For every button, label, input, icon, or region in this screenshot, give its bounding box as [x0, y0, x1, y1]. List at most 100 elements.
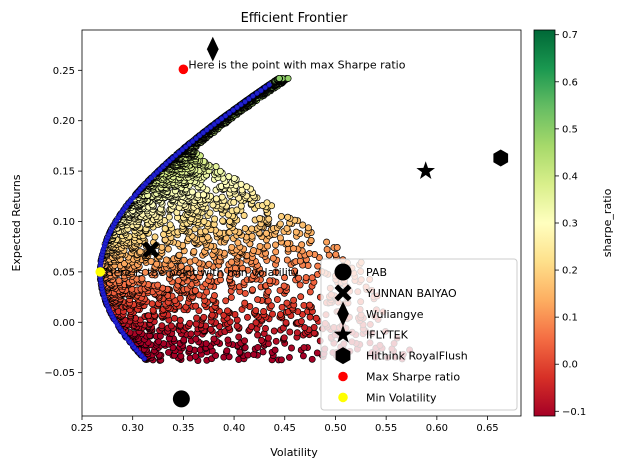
portfolio-point: [308, 355, 316, 363]
portfolio-point: [301, 324, 309, 332]
colorbar-tick-label: 0.6: [562, 77, 578, 88]
portfolio-point: [166, 221, 174, 229]
portfolio-point: [202, 340, 210, 348]
portfolio-point: [216, 271, 224, 279]
portfolio-point: [180, 256, 188, 264]
portfolio-point: [211, 292, 218, 300]
portfolio-point: [233, 322, 241, 330]
portfolio-point: [164, 245, 172, 253]
frontier-point: [226, 110, 232, 116]
portfolio-point: [276, 234, 284, 242]
portfolio-point: [191, 256, 199, 264]
portfolio-point: [145, 312, 152, 320]
portfolio-point: [165, 213, 173, 221]
portfolio-point: [203, 288, 211, 296]
portfolio-point: [235, 333, 243, 341]
x-axis-label: Volatility: [270, 446, 318, 459]
colorbar-tick-label: 0.3: [562, 219, 578, 230]
colorbar-ticks: −0.1 0.0 0.1 0.2 0.3 0.4 0.5 0.6 0.7: [555, 30, 586, 418]
portfolio-point: [241, 225, 249, 233]
portfolio-point: [262, 229, 270, 237]
legend-label: Hithink RoyalFlush: [366, 350, 468, 363]
portfolio-point: [195, 307, 203, 315]
portfolio-point: [188, 188, 196, 196]
x-tick-label: 0.55: [375, 423, 397, 434]
frontier-point: [242, 99, 248, 105]
portfolio-point: [252, 319, 260, 327]
x-tick-label: 0.45: [274, 423, 296, 434]
portfolio-point: [233, 206, 241, 214]
portfolio-point: [212, 195, 220, 203]
portfolio-point: [193, 314, 201, 322]
portfolio-point: [306, 313, 314, 321]
portfolio-point: [151, 233, 159, 241]
portfolio-point: [270, 327, 278, 335]
portfolio-point: [284, 74, 292, 82]
frontier-point: [262, 84, 268, 91]
portfolio-point: [278, 356, 285, 364]
portfolio-point: [310, 329, 318, 337]
legend-marker: [335, 347, 351, 365]
portfolio-point: [240, 212, 248, 219]
frontier-point: [234, 104, 240, 111]
portfolio-point: [141, 268, 149, 276]
portfolio-point: [280, 334, 288, 342]
portfolio-point: [304, 224, 312, 232]
portfolio-point: [332, 251, 340, 258]
portfolio-point: [269, 310, 276, 318]
stock-marker-yunnan-baiyao: [142, 241, 160, 259]
frontier-point: [193, 135, 199, 142]
frontier-point: [196, 132, 203, 139]
portfolio-point: [248, 232, 256, 240]
portfolio-point: [290, 245, 297, 253]
y-tick-label: −0.05: [44, 368, 75, 379]
portfolio-point: [167, 322, 175, 330]
portfolio-point: [228, 258, 236, 266]
portfolio-point: [200, 217, 208, 225]
portfolio-point: [205, 260, 213, 268]
y-tick-label: 0.20: [53, 116, 75, 127]
frontier-point: [179, 147, 185, 153]
frontier-point: [200, 130, 206, 136]
colorbar-tick-label: 0.5: [562, 124, 578, 135]
portfolio-point: [220, 311, 228, 319]
colorbar-tick-label: −0.1: [562, 407, 586, 418]
portfolio-point: [212, 163, 220, 171]
portfolio-point: [186, 345, 194, 352]
frontier-point: [215, 118, 221, 125]
x-tick-label: 0.25: [71, 423, 93, 434]
portfolio-point: [230, 198, 238, 206]
colorbar-tick-label: 0.1: [562, 313, 578, 324]
portfolio-point: [299, 221, 307, 229]
legend-label: IFLYTEK: [366, 329, 409, 342]
colorbar-tick-label: 0.4: [562, 171, 578, 182]
portfolio-point: [307, 236, 315, 244]
frontier-point: [258, 87, 264, 94]
max-sharpe-annotation: Here is the point with max Sharpe ratio: [188, 58, 405, 71]
portfolio-point: [175, 251, 183, 259]
portfolio-point: [115, 277, 123, 285]
portfolio-point: [186, 319, 194, 327]
portfolio-point: [306, 288, 314, 296]
portfolio-point: [216, 167, 224, 175]
portfolio-point: [323, 246, 331, 253]
portfolio-point: [300, 301, 308, 309]
portfolio-point: [276, 220, 284, 228]
portfolio-point: [271, 346, 279, 354]
portfolio-point: [234, 239, 242, 247]
legend-marker: [333, 324, 353, 343]
portfolio-point: [256, 242, 264, 250]
portfolio-point: [314, 262, 322, 270]
portfolio-point: [223, 347, 231, 355]
portfolio-point: [262, 325, 269, 332]
portfolio-point: [207, 325, 215, 333]
legend-marker: [334, 284, 352, 302]
colorbar-tick-label: 0.2: [562, 266, 578, 277]
portfolio-point: [228, 243, 236, 251]
frontier-point: [186, 141, 192, 147]
x-tick-label: 0.60: [426, 423, 448, 434]
portfolio-point: [161, 225, 169, 233]
portfolio-point: [285, 353, 293, 361]
portfolio-point: [177, 262, 185, 270]
